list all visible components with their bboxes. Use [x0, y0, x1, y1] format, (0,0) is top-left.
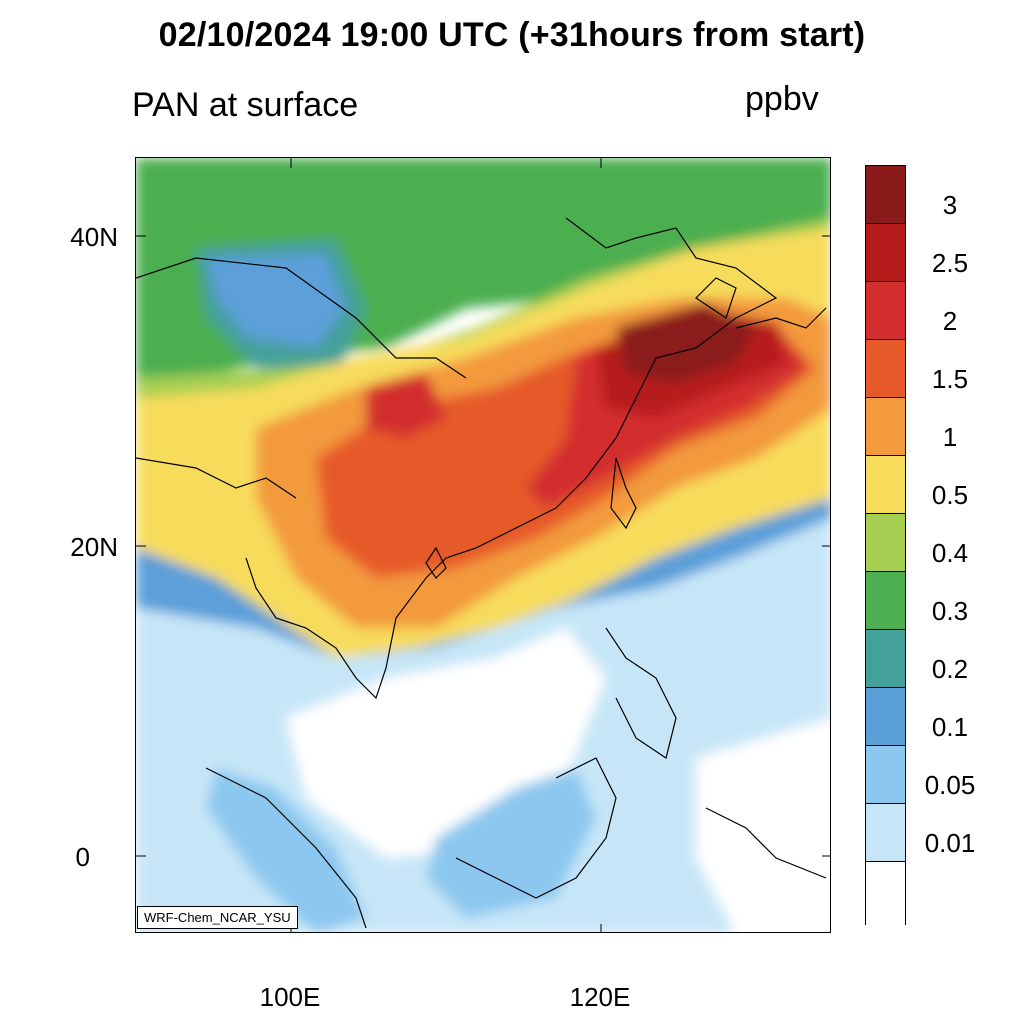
legend-swatch	[866, 282, 905, 340]
lon-label-120e: 120E	[569, 982, 631, 1012]
lat-label-40n: 40N	[70, 222, 118, 252]
legend-label: 0.05	[924, 770, 976, 800]
legend-label: 0.5	[931, 480, 969, 510]
axis-ticks	[136, 158, 830, 932]
legend-label: 1.5	[931, 364, 969, 394]
variable-label: PAN at surface	[132, 86, 359, 124]
legend-label: 0.01	[924, 828, 976, 858]
legend-swatch	[866, 630, 905, 688]
legend-label: 0.3	[931, 596, 969, 626]
units-label: ppbv	[745, 80, 819, 118]
legend-swatch	[866, 166, 905, 224]
region-borneo	[426, 768, 596, 918]
legend-label: 0.1	[931, 712, 969, 742]
model-credit: WRF-Chem_NCAR_YSU	[137, 906, 298, 929]
legend-swatch	[866, 224, 905, 282]
legend-swatch	[866, 398, 905, 456]
coastlines	[136, 217, 827, 929]
lon-label-100e: 100E	[259, 982, 321, 1012]
legend-swatch	[866, 340, 905, 398]
region-west-red	[366, 373, 446, 438]
legend-label: 2	[942, 306, 958, 336]
legend-swatch	[866, 572, 905, 630]
legend-label: 3	[942, 190, 958, 220]
legend-swatch	[866, 514, 905, 572]
map-title: 02/10/2024 19:00 UTC (+31hours from star…	[158, 16, 866, 54]
legend-swatch	[866, 804, 905, 862]
region-east-white	[696, 718, 830, 932]
color-legend	[865, 165, 906, 926]
legend-label: 0.4	[931, 538, 969, 568]
legend-label: 0.2	[931, 654, 969, 684]
legend-swatch	[866, 862, 905, 926]
legend-swatch	[866, 688, 905, 746]
lat-label-20n: 20N	[70, 532, 118, 562]
region-sumatra	[206, 768, 366, 932]
concentration-map	[136, 158, 830, 932]
legend-label: 2.5	[931, 248, 969, 278]
legend-swatch	[866, 456, 905, 514]
legend-label: 1	[942, 422, 958, 452]
lat-label-0: 0	[75, 842, 90, 872]
legend-swatch	[866, 746, 905, 804]
region-3	[616, 303, 756, 383]
map-panel	[135, 157, 831, 933]
region-0-1-north	[206, 253, 346, 348]
